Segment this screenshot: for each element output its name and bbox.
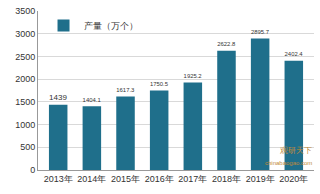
svg-text:3000: 3000: [15, 29, 35, 39]
svg-text:2895.7: 2895.7: [251, 29, 269, 35]
svg-text:2013年: 2013年: [44, 174, 73, 184]
svg-text:2014年: 2014年: [77, 174, 106, 184]
svg-text:2500: 2500: [15, 52, 35, 62]
svg-text:500: 500: [20, 142, 35, 152]
svg-text:3500: 3500: [15, 6, 35, 16]
svg-text:1500: 1500: [15, 97, 35, 107]
svg-text:1617.3: 1617.3: [116, 87, 135, 93]
svg-text:观研天下: 观研天下: [280, 146, 312, 155]
svg-text:2622.8: 2622.8: [217, 41, 236, 47]
svg-text:1439: 1439: [49, 93, 67, 102]
svg-text:2018年: 2018年: [212, 174, 241, 184]
svg-text:1000: 1000: [15, 120, 35, 130]
svg-text:2016年: 2016年: [145, 174, 174, 184]
svg-text:2000: 2000: [15, 74, 35, 84]
svg-text:1750.5: 1750.5: [150, 81, 169, 87]
svg-text:2020年: 2020年: [279, 174, 308, 184]
svg-text:产量（万个）: 产量（万个）: [84, 21, 138, 31]
svg-text:1404.1: 1404.1: [83, 97, 101, 103]
svg-text:2015年: 2015年: [111, 174, 140, 184]
svg-text:0: 0: [30, 165, 35, 175]
svg-text:2017年: 2017年: [178, 174, 207, 184]
svg-text:2019年: 2019年: [246, 174, 275, 184]
svg-text:1925.2: 1925.2: [184, 73, 202, 79]
svg-text:2402.4: 2402.4: [285, 51, 304, 57]
svg-text:chinabaogao.com: chinabaogao.com: [265, 160, 312, 166]
